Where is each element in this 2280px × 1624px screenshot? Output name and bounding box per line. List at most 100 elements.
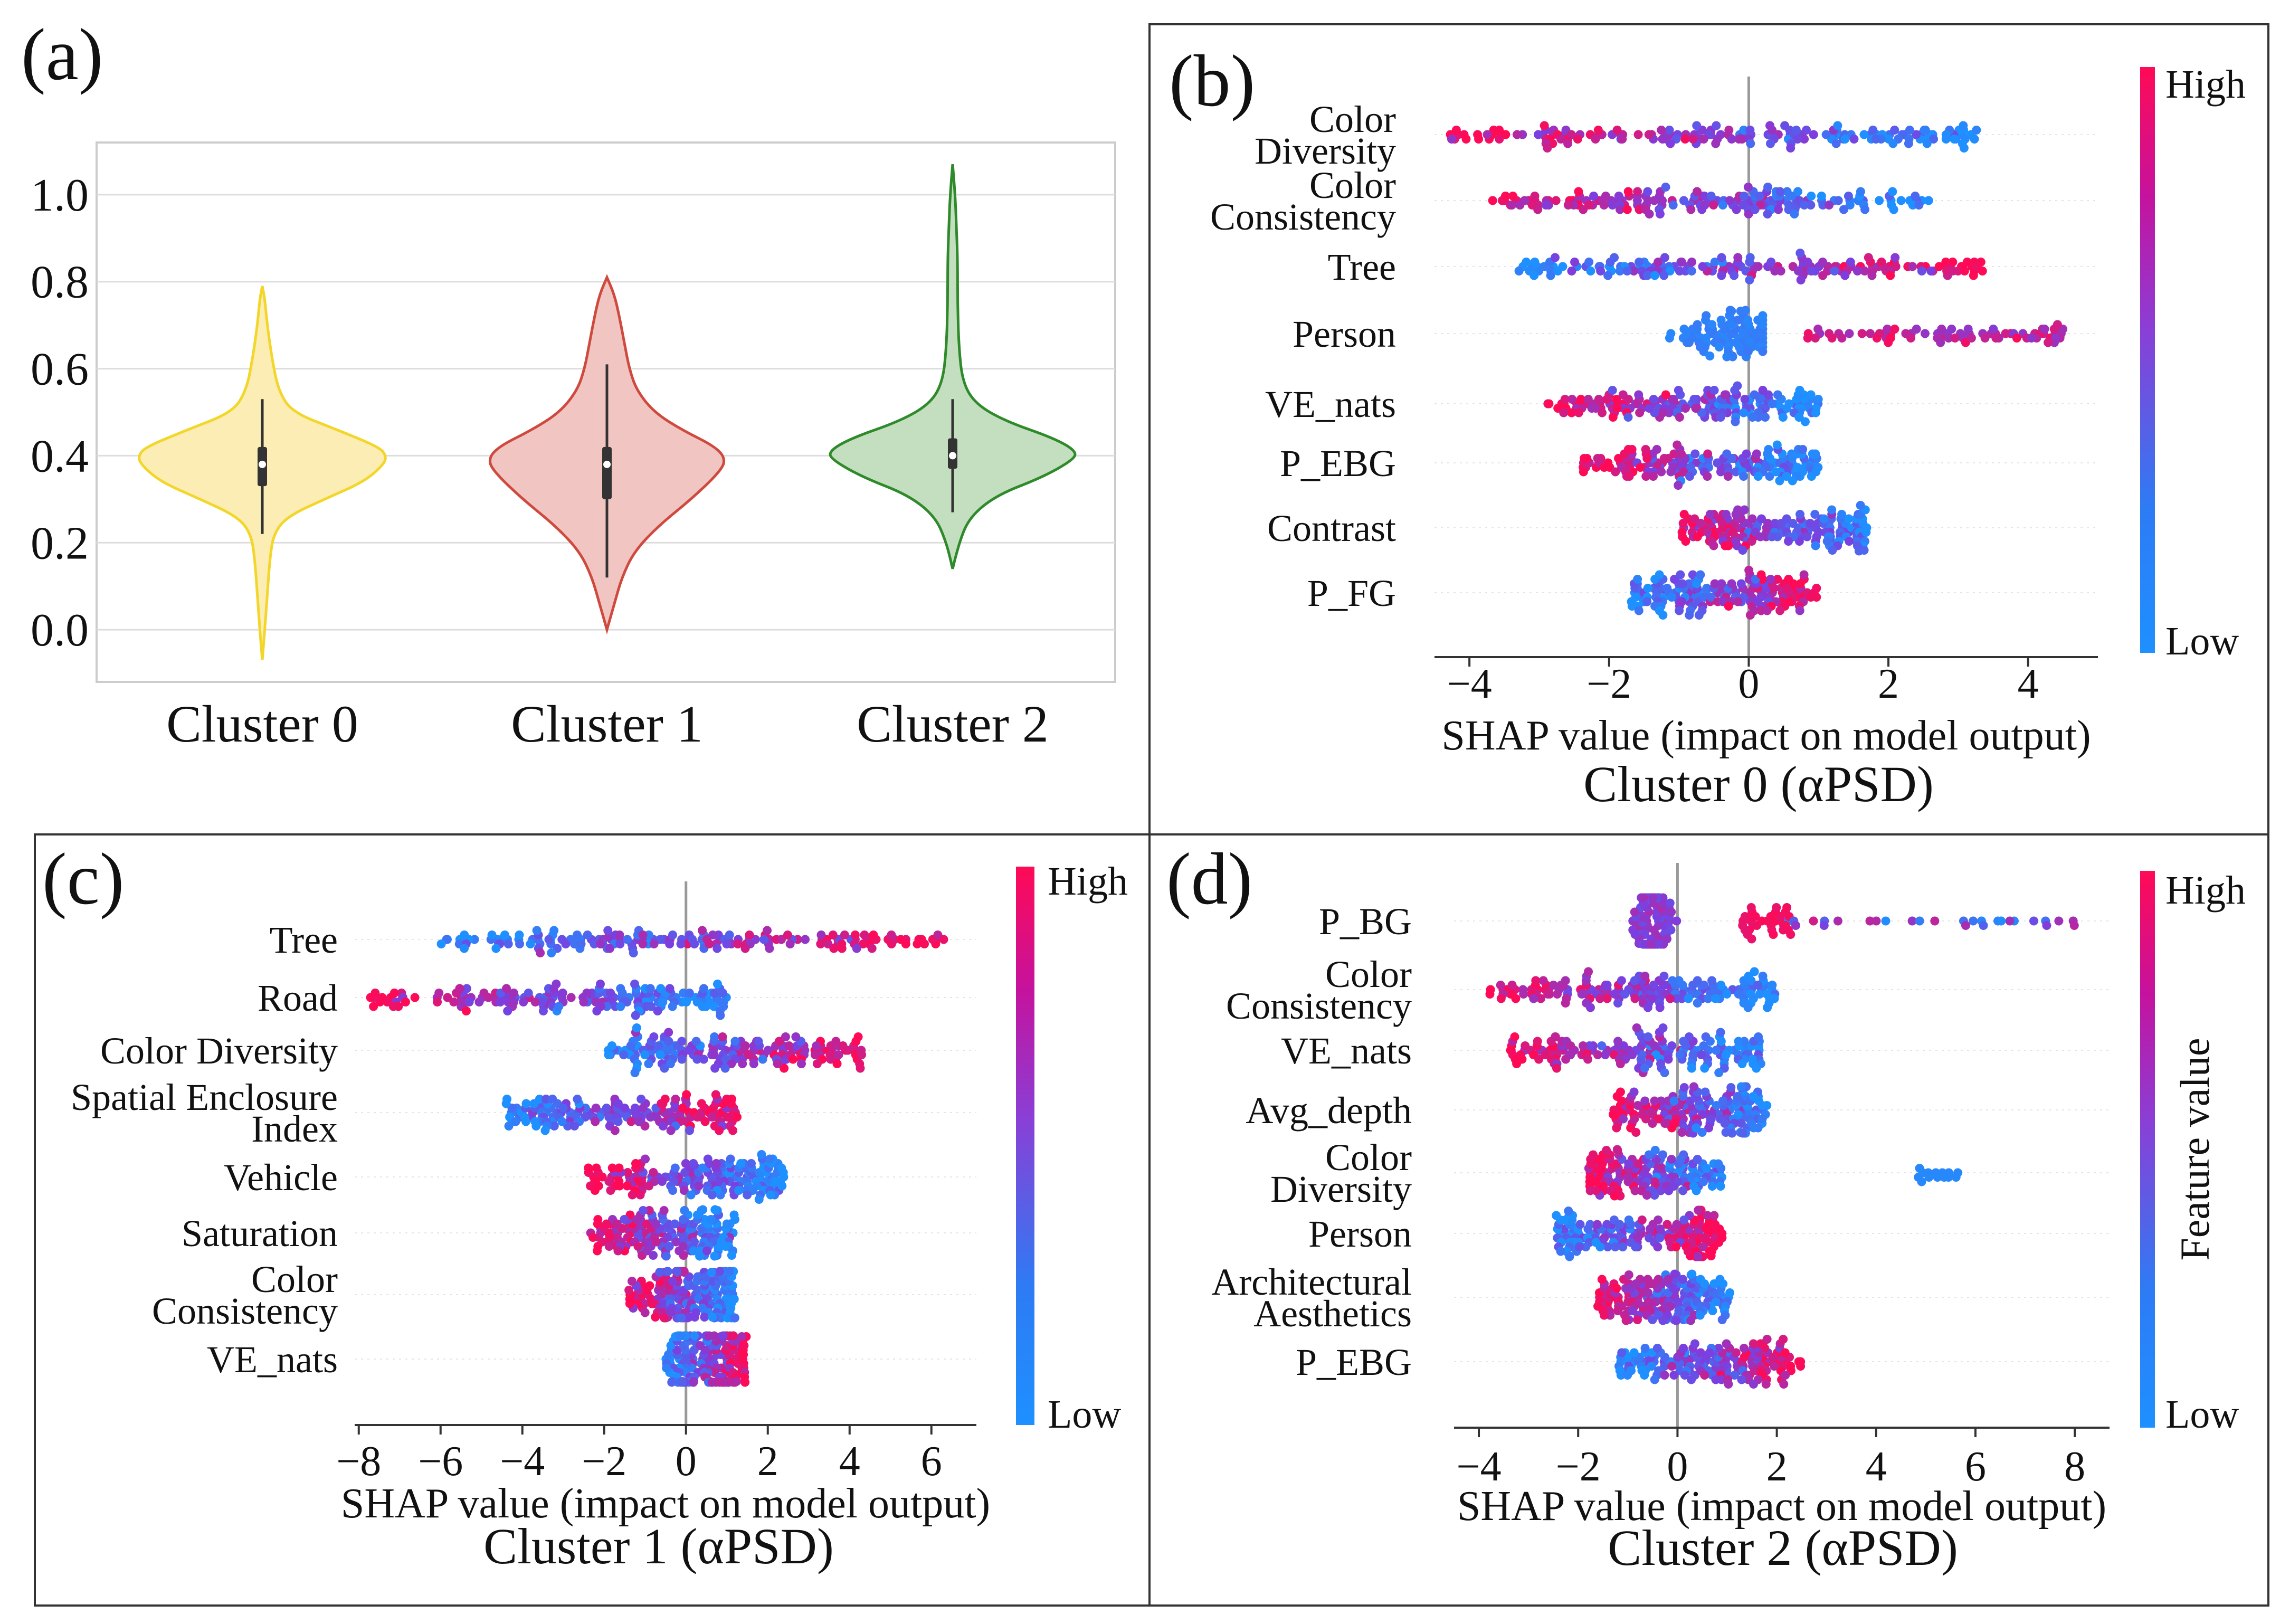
shap-point: [1658, 1316, 1668, 1325]
colorbar: [1016, 867, 1034, 1425]
shap-point: [1758, 972, 1768, 981]
shap-point: [689, 1159, 698, 1168]
panel-a: (a) 0.00.20.40.60.81.0 Cluster 0 Cluster …: [21, 14, 1116, 753]
shap-point: [1649, 472, 1658, 481]
shap-point: [1644, 1032, 1653, 1041]
shap-point: [1733, 597, 1743, 606]
feature-label: Tree: [1328, 246, 1396, 288]
violin-iqr-box-cluster-1: [602, 447, 612, 499]
panel-d-label: (d): [1166, 838, 1252, 920]
shap-point: [540, 1126, 550, 1135]
shap-point: [590, 1186, 600, 1195]
shap-point: [1750, 967, 1759, 976]
shap-point: [645, 984, 655, 993]
shap-point: [1706, 593, 1716, 602]
shap-point: [1551, 1032, 1560, 1041]
shap-point: [1593, 454, 1602, 463]
shap-point: [645, 1113, 655, 1122]
shap-point: [1745, 276, 1754, 284]
shap-point: [626, 1041, 635, 1050]
shap-point: [674, 1246, 684, 1256]
shap-point: [710, 1205, 720, 1214]
shap-point: [1563, 201, 1573, 210]
shap-point: [462, 984, 471, 993]
feature-label: P_EBG: [1280, 442, 1396, 485]
shap-point: [2053, 320, 2062, 329]
shap-point: [1756, 1339, 1765, 1348]
shap-point: [1865, 916, 1875, 926]
shap-point: [1709, 201, 1718, 210]
shap-point: [718, 1331, 728, 1341]
shap-point: [1673, 440, 1682, 450]
shap-point: [1718, 1096, 1727, 1106]
shap-point: [614, 1163, 624, 1173]
shap-point: [1574, 187, 1583, 196]
shap-point: [1770, 519, 1780, 528]
shap-point: [1667, 1362, 1677, 1371]
shap-point: [852, 944, 861, 953]
shap-point: [593, 1215, 603, 1224]
shap-point: [682, 1090, 691, 1099]
shap-point: [1669, 1182, 1678, 1191]
shap-point: [1548, 981, 1558, 990]
shap-point: [1656, 1224, 1665, 1233]
shap-point: [1743, 183, 1753, 192]
shap-point: [1709, 1279, 1719, 1288]
shap-point: [630, 1104, 640, 1113]
shap-point: [678, 1378, 687, 1387]
shap-point: [1860, 205, 1870, 214]
shap-point: [644, 1181, 654, 1191]
shap-point: [728, 1126, 738, 1135]
shap-point: [455, 984, 464, 993]
shap-point: [1622, 267, 1632, 276]
shap-point: [1717, 253, 1726, 262]
shap-point: [658, 998, 668, 1006]
shap-point: [716, 1011, 725, 1020]
shap-point: [695, 1251, 705, 1261]
shap-point: [1739, 126, 1749, 135]
shap-point: [651, 1237, 661, 1247]
shap-point: [664, 1028, 673, 1037]
shap-point: [1679, 1083, 1689, 1092]
shap-point: [616, 1002, 625, 1011]
colorbar-low-label: Low: [1048, 1392, 1121, 1437]
violin-y-tick-label: 0.4: [31, 431, 89, 482]
shap-point: [1624, 1215, 1633, 1224]
shap-point: [1778, 413, 1788, 422]
shap-point: [1800, 417, 1810, 426]
shap-point: [823, 939, 833, 948]
shap-point: [1991, 334, 2001, 343]
shap-point: [390, 989, 399, 998]
shap-point: [1812, 584, 1821, 593]
shap-point: [1632, 1315, 1642, 1324]
feature-label: Color: [1325, 953, 1412, 995]
shap-point: [615, 930, 624, 939]
shap-point: [1703, 472, 1712, 481]
shap-point: [683, 1313, 692, 1323]
shap-point: [1703, 1211, 1712, 1220]
shap-point: [1610, 1242, 1620, 1251]
shap-point: [1818, 258, 1827, 267]
shap-point: [1633, 130, 1643, 139]
shap-point: [1716, 467, 1725, 477]
shap-point: [1866, 329, 1875, 338]
shap-point: [666, 1126, 676, 1135]
shap-point: [583, 930, 592, 939]
shap-point: [1678, 1186, 1688, 1195]
shap-point: [1912, 130, 1921, 139]
shap-point: [1659, 454, 1669, 463]
shap-point: [1924, 196, 1933, 205]
shap-point: [1761, 413, 1770, 422]
shap-point: [1696, 1050, 1706, 1059]
shap-point: [1726, 1083, 1736, 1092]
shap-point: [1770, 1362, 1779, 1371]
shap-point: [607, 1163, 617, 1173]
shap-point: [2029, 916, 2038, 926]
shap-point: [519, 998, 528, 1006]
shap-point: [1699, 1177, 1708, 1186]
shap-point: [1657, 126, 1666, 135]
shap-point: [1926, 267, 1936, 276]
shap-point: [1699, 135, 1708, 144]
shap-point: [554, 1002, 564, 1011]
